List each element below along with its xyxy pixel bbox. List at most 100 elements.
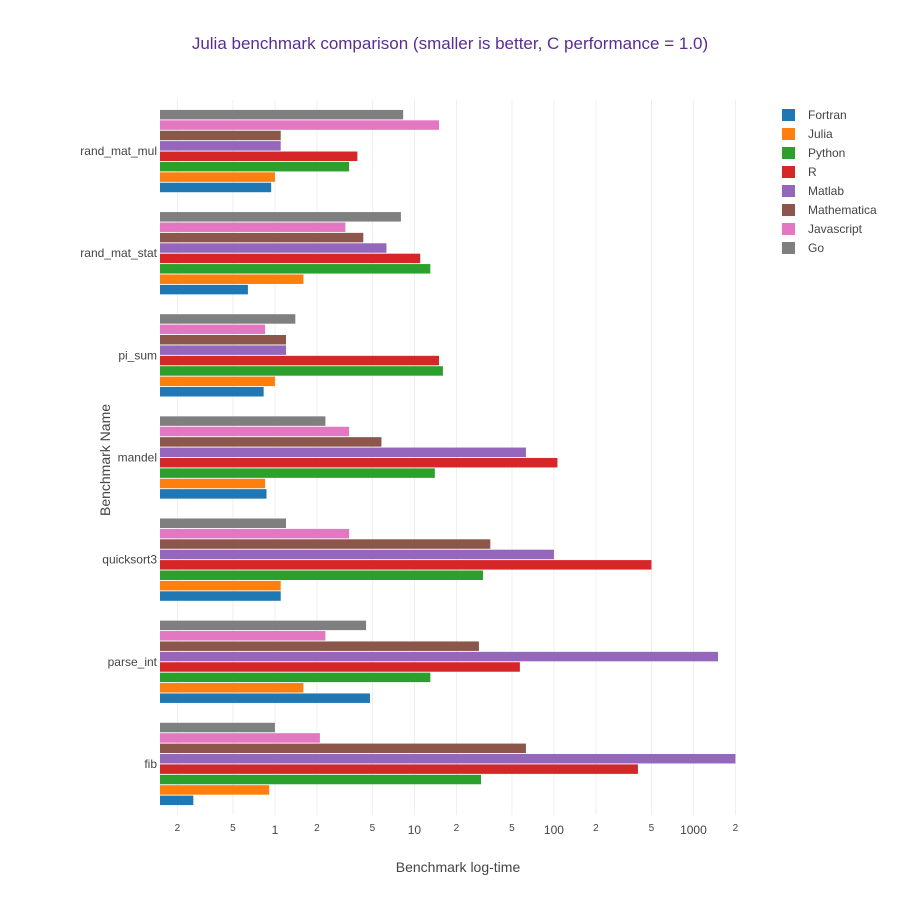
bar-javascript-rand-mat-stat[interactable] [160,222,346,232]
legend-swatch [782,147,795,159]
bar-r-parse-int[interactable] [160,662,520,672]
legend-swatch [782,242,795,254]
bar-go-rand-mat-mul[interactable] [160,109,404,120]
legend-swatch [782,185,795,197]
bar-mathematica-pi-sum[interactable] [160,335,286,345]
bar-fortran-quicksort3[interactable] [160,591,281,601]
bar-go-fib[interactable] [160,722,275,733]
bar-javascript-mandel[interactable] [160,426,350,437]
bar-matlab-rand-mat-stat[interactable] [160,243,387,253]
legend-item-julia[interactable]: Julia [782,127,833,141]
legend-swatch [782,109,795,121]
y-tick-label: mandel [118,451,157,465]
legend-item-mathematica[interactable]: Mathematica [782,203,877,217]
legend-label: Julia [808,127,833,141]
legend[interactable]: Fortran Julia Python R Matlab Mathematica Java… [782,108,877,255]
bar-javascript-quicksort3[interactable] [160,528,350,539]
x-tick-label: 10 [408,823,422,837]
legend-item-matlab[interactable]: Matlab [782,184,844,198]
bar-go-mandel[interactable] [160,416,326,426]
x-tick-label: 5 [509,823,515,834]
bar-go-quicksort3[interactable] [160,518,286,528]
bar-mathematica-fib[interactable] [160,743,526,754]
bar-fortran-rand-mat-mul[interactable] [160,182,272,193]
bar-mathematica-mandel[interactable] [160,437,382,447]
x-tick-label: 5 [370,823,376,834]
bar-r-fib[interactable] [160,764,638,774]
legend-swatch [782,128,795,140]
legend-item-python[interactable]: Python [782,146,845,160]
bar-javascript-fib[interactable] [160,733,320,743]
bar-matlab-pi-sum[interactable] [160,345,286,355]
y-tick-labels: fib parse_int quicksort3 mandel pi_sum rand_m… [80,144,157,771]
bar-python-rand-mat-stat[interactable] [160,264,431,274]
bar-javascript-rand-mat-mul[interactable] [160,120,440,130]
bar-fortran-pi-sum[interactable] [160,387,264,397]
bar-mathematica-rand-mat-mul[interactable] [160,130,281,141]
legend-item-go[interactable]: Go [782,241,824,255]
bar-matlab-rand-mat-mul[interactable] [160,141,281,151]
legend-swatch [782,204,795,216]
legend-item-fortran[interactable]: Fortran [782,108,847,122]
y-tick-label: quicksort3 [102,553,157,567]
x-tick-label: 1 [272,823,279,837]
x-tick-label: 100 [544,823,564,837]
legend-item-javascript[interactable]: Javascript [782,222,863,236]
y-axis-label: Benchmark Name [97,404,113,516]
bar-r-quicksort3[interactable] [160,560,652,570]
bar-fortran-fib[interactable] [160,795,194,806]
x-tick-label: 2 [733,823,739,834]
x-tick-label: 5 [230,823,236,834]
bar-matlab-parse-int[interactable] [160,651,719,662]
grid-lines [176,100,736,815]
x-tick-label: 2 [593,823,599,834]
x-tick-label: 2 [454,823,460,834]
bar-julia-fib[interactable] [160,785,270,795]
bar-go-pi-sum[interactable] [160,314,296,324]
bar-python-fib[interactable] [160,774,481,785]
bar-mathematica-quicksort3[interactable] [160,539,491,549]
y-tick-label: parse_int [108,655,158,669]
legend-swatch [782,223,795,235]
bar-go-parse-int[interactable] [160,620,367,631]
bar-mathematica-rand-mat-stat[interactable] [160,232,364,243]
bar-matlab-quicksort3[interactable] [160,549,554,560]
bar-julia-parse-int[interactable] [160,683,304,693]
legend-label: Go [808,241,824,255]
bar-r-mandel[interactable] [160,457,558,468]
y-tick-label: pi_sum [118,348,157,362]
bar-r-rand-mat-mul[interactable] [160,151,358,162]
bar-python-mandel[interactable] [160,468,435,478]
chart-title: Julia benchmark comparison (smaller is b… [192,34,708,53]
legend-label: R [808,165,817,179]
bar-r-pi-sum[interactable] [160,355,440,366]
bar-fortran-mandel[interactable] [160,489,267,499]
bar-python-quicksort3[interactable] [160,570,483,580]
bar-python-rand-mat-mul[interactable] [160,161,350,172]
legend-label: Python [808,146,845,160]
bar-julia-mandel[interactable] [160,478,266,489]
bar-fortran-parse-int[interactable] [160,693,370,703]
bar-fortran-rand-mat-stat[interactable] [160,284,248,295]
y-tick-label: rand_mat_mul [80,144,157,158]
y-tick-label: fib [144,757,157,771]
bar-matlab-fib[interactable] [160,753,736,764]
x-tick-labels: 2 5 1 2 5 10 2 5 100 2 5 1000 2 [175,823,739,837]
bar-matlab-mandel[interactable] [160,447,526,458]
bar-julia-quicksort3[interactable] [160,580,281,591]
bar-python-pi-sum[interactable] [160,366,443,376]
x-tick-label: 2 [314,823,320,834]
legend-item-r[interactable]: R [782,165,817,179]
legend-swatch [782,166,795,178]
bar-julia-rand-mat-stat[interactable] [160,274,304,284]
bar-go-rand-mat-stat[interactable] [160,212,401,222]
bar-r-rand-mat-stat[interactable] [160,253,421,264]
bar-javascript-pi-sum[interactable] [160,324,266,335]
bar-julia-rand-mat-mul[interactable] [160,172,275,182]
bar-python-parse-int[interactable] [160,672,431,683]
bar-mathematica-parse-int[interactable] [160,641,479,651]
bar-julia-pi-sum[interactable] [160,376,275,387]
legend-label: Mathematica [808,203,877,217]
legend-label: Javascript [808,222,863,236]
bar-javascript-parse-int[interactable] [160,631,326,641]
